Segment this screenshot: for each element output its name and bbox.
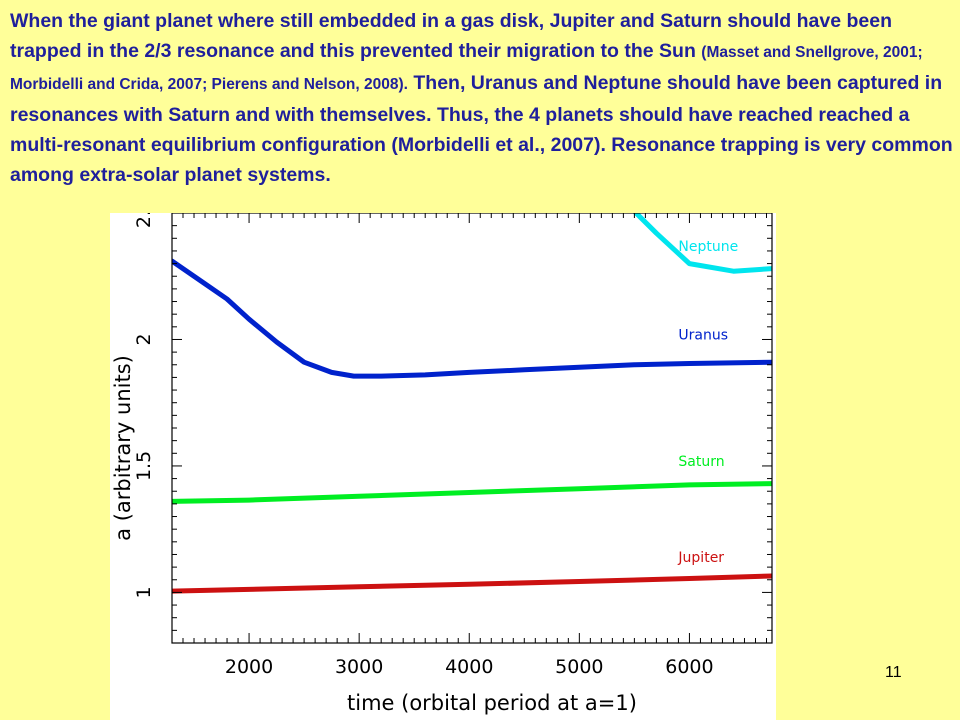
series-line-jupiter <box>172 573 772 594</box>
slide-text-segment: Then, Uranus and Neptune should have bee… <box>10 72 953 186</box>
series-label-uranus: Uranus <box>678 327 728 343</box>
slide-text-segment: (Masset and Snellgrove, 2001; Morbidelli… <box>10 44 923 93</box>
x-tick-label: 3000 <box>335 656 383 678</box>
x-tick-label: 6000 <box>665 656 713 678</box>
semi-major-axis-chart: Neptune Uranus Saturn Jupiter 2000 3000 4000 50… <box>111 213 773 715</box>
series-label-neptune: Neptune <box>678 239 738 255</box>
x-axis-label: time (orbital period at a=1) <box>347 691 637 715</box>
page-number: 11 <box>885 664 902 681</box>
series-label-saturn: Saturn <box>678 454 724 470</box>
x-tick-label: 5000 <box>555 656 603 678</box>
y-tick-label: 2.5 <box>133 213 155 228</box>
x-tick-label: 2000 <box>225 656 273 678</box>
y-axis-label: a (arbitrary units) <box>111 355 135 541</box>
y-tick-label: 2 <box>133 333 155 345</box>
y-tick-label: 1.5 <box>133 451 155 481</box>
chart-figure: Neptune Uranus Saturn Jupiter 2000 3000 4000 50… <box>110 213 776 720</box>
x-tick-label: 4000 <box>445 656 493 678</box>
series-label-jupiter: Jupiter <box>677 550 724 566</box>
slide-body-text: When the giant planet where still embedd… <box>10 6 955 190</box>
series-line-neptune <box>632 213 772 274</box>
slide-text-segment: When the giant planet where still embedd… <box>10 10 892 62</box>
y-tick-label: 1 <box>133 586 155 598</box>
series-line-saturn <box>172 481 772 504</box>
series-line-uranus <box>172 258 772 379</box>
